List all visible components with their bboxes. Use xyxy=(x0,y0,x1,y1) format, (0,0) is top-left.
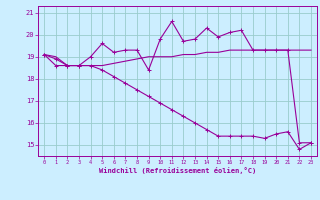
X-axis label: Windchill (Refroidissement éolien,°C): Windchill (Refroidissement éolien,°C) xyxy=(99,167,256,174)
